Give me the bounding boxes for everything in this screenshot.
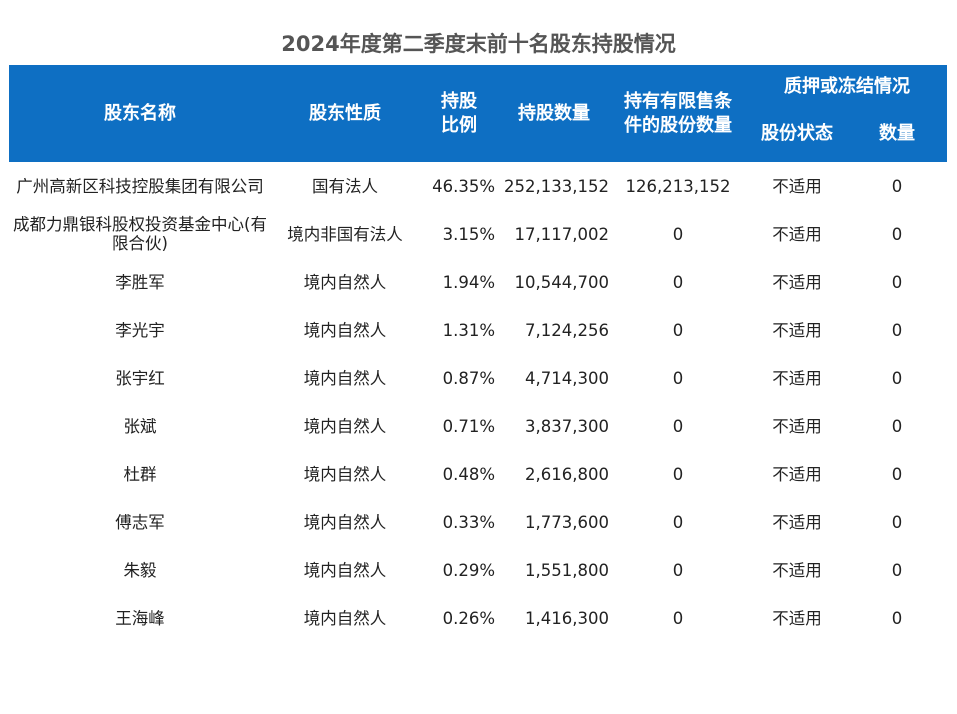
cell-shareholder-name: 成都力鼎银科股权投资基金中心(有限合伙) <box>13 215 267 253</box>
cell-holding-ratio: 3.15% <box>442 224 495 244</box>
table-row: 广州高新区科技控股集团有限公司 国有法人 46.35% 252,133,152 … <box>9 162 947 210</box>
cell-pledge-status: 不适用 <box>772 416 822 436</box>
cell-holding-ratio: 0.26% <box>442 608 495 628</box>
cell-shares-held: 7,124,256 <box>525 320 609 340</box>
cell-shareholder-nature: 境内自然人 <box>303 368 387 388</box>
cell-shareholder-nature: 境内自然人 <box>303 560 387 580</box>
table-row: 朱毅 境内自然人 0.29% 1,551,800 0 不适用 0 <box>9 546 947 594</box>
table-row: 张斌 境内自然人 0.71% 3,837,300 0 不适用 0 <box>9 402 947 450</box>
cell-shareholder-name: 杜群 <box>123 464 157 484</box>
cell-holding-ratio: 0.48% <box>442 464 495 484</box>
cell-shareholder-name: 朱毅 <box>123 560 157 580</box>
cell-shareholder-name: 张斌 <box>123 416 157 436</box>
table-row: 张宇红 境内自然人 0.87% 4,714,300 0 不适用 0 <box>9 354 947 402</box>
cell-pledge-quantity: 0 <box>891 224 903 244</box>
cell-shareholder-nature: 境内自然人 <box>303 416 387 436</box>
cell-pledge-quantity: 0 <box>891 608 903 628</box>
cell-restricted-shares: 0 <box>672 224 684 244</box>
cell-holding-ratio: 0.71% <box>442 416 495 436</box>
cell-shares-held: 1,551,800 <box>525 560 609 580</box>
cell-restricted-shares: 0 <box>672 560 684 580</box>
cell-pledge-quantity: 0 <box>891 368 903 388</box>
cell-pledge-quantity: 0 <box>891 464 903 484</box>
header-pledge-quantity: 数量 <box>879 123 915 144</box>
cell-pledge-quantity: 0 <box>891 272 903 292</box>
cell-pledge-status: 不适用 <box>772 368 822 388</box>
cell-shareholder-nature: 境内自然人 <box>303 608 387 628</box>
cell-shares-held: 10,544,700 <box>514 272 609 292</box>
cell-shares-held: 252,133,152 <box>504 176 609 196</box>
header-shareholder-name: 股东名称 <box>104 102 176 124</box>
table-row: 成都力鼎银科股权投资基金中心(有限合伙) 境内非国有法人 3.15% 17,11… <box>9 210 947 258</box>
cell-shares-held: 17,117,002 <box>514 224 609 244</box>
header-pledge-group: 质押或冻结情况 <box>784 76 910 97</box>
cell-pledge-quantity: 0 <box>891 320 903 340</box>
cell-pledge-status: 不适用 <box>772 320 822 340</box>
table-row: 傅志军 境内自然人 0.33% 1,773,600 0 不适用 0 <box>9 498 947 546</box>
header-restricted-shares: 持有有限售条 件的股份数量 <box>609 65 747 162</box>
cell-shareholder-name: 王海峰 <box>115 608 165 628</box>
header-holding-ratio-line1: 持股 <box>441 90 477 112</box>
cell-restricted-shares: 0 <box>672 512 684 532</box>
cell-holding-ratio: 0.29% <box>442 560 495 580</box>
cell-shareholder-name: 李胜军 <box>115 272 165 292</box>
cell-restricted-shares: 0 <box>672 320 684 340</box>
cell-holding-ratio: 1.31% <box>442 320 495 340</box>
cell-shareholder-name: 广州高新区科技控股集团有限公司 <box>16 176 264 196</box>
table-row: 李胜军 境内自然人 1.94% 10,544,700 0 不适用 0 <box>9 258 947 306</box>
cell-holding-ratio: 1.94% <box>442 272 495 292</box>
cell-pledge-quantity: 0 <box>891 560 903 580</box>
header-holding-ratio: 持股 比例 <box>419 65 499 162</box>
cell-pledge-status: 不适用 <box>772 464 822 484</box>
header-holding-ratio-line2: 比例 <box>441 114 477 136</box>
cell-shareholder-nature: 境内非国有法人 <box>287 224 403 244</box>
header-shareholder-nature: 股东性质 <box>309 102 381 124</box>
cell-holding-ratio: 0.33% <box>442 512 495 532</box>
cell-shares-held: 3,837,300 <box>525 416 609 436</box>
cell-shareholder-name: 傅志军 <box>115 512 165 532</box>
header-restricted-line1: 持有有限售条 <box>624 90 732 112</box>
cell-shareholder-nature: 国有法人 <box>312 176 378 196</box>
cell-shares-held: 4,714,300 <box>525 368 609 388</box>
cell-shares-held: 1,773,600 <box>525 512 609 532</box>
table-row: 王海峰 境内自然人 0.26% 1,416,300 0 不适用 0 <box>9 594 947 642</box>
cell-restricted-shares: 0 <box>672 368 684 388</box>
cell-shares-held: 2,616,800 <box>525 464 609 484</box>
cell-pledge-status: 不适用 <box>772 272 822 292</box>
cell-pledge-quantity: 0 <box>891 416 903 436</box>
cell-restricted-shares: 0 <box>672 608 684 628</box>
cell-shareholder-name: 李光宇 <box>115 320 165 340</box>
cell-restricted-shares: 0 <box>672 464 684 484</box>
header-restricted-line2: 件的股份数量 <box>624 114 732 136</box>
cell-restricted-shares: 0 <box>672 272 684 292</box>
cell-holding-ratio: 46.35% <box>432 176 495 196</box>
header-shares-held: 持股数量 <box>518 102 590 124</box>
cell-restricted-shares: 126,213,152 <box>625 176 731 196</box>
table-row: 李光宇 境内自然人 1.31% 7,124,256 0 不适用 0 <box>9 306 947 354</box>
table-header: 股东名称 股东性质 持股 比例 持股数量 持有有限售条 件的股份数量 质押或冻结… <box>9 65 947 162</box>
cell-pledge-status: 不适用 <box>772 176 822 196</box>
cell-pledge-status: 不适用 <box>772 608 822 628</box>
cell-shareholder-nature: 境内自然人 <box>303 512 387 532</box>
page-title: 2024年度第二季度末前十名股东持股情况 <box>281 32 676 56</box>
cell-shareholder-name: 张宇红 <box>115 368 165 388</box>
cell-pledge-status: 不适用 <box>772 512 822 532</box>
cell-pledge-status: 不适用 <box>772 224 822 244</box>
header-pledge-status: 股份状态 <box>761 123 833 144</box>
cell-shareholder-nature: 境内自然人 <box>303 272 387 292</box>
cell-shares-held: 1,416,300 <box>525 608 609 628</box>
cell-shareholder-nature: 境内自然人 <box>303 464 387 484</box>
cell-holding-ratio: 0.87% <box>442 368 495 388</box>
cell-restricted-shares: 0 <box>672 416 684 436</box>
table-row: 杜群 境内自然人 0.48% 2,616,800 0 不适用 0 <box>9 450 947 498</box>
cell-pledge-quantity: 0 <box>891 176 903 196</box>
cell-pledge-status: 不适用 <box>772 560 822 580</box>
cell-shareholder-nature: 境内自然人 <box>303 320 387 340</box>
cell-pledge-quantity: 0 <box>891 512 903 532</box>
